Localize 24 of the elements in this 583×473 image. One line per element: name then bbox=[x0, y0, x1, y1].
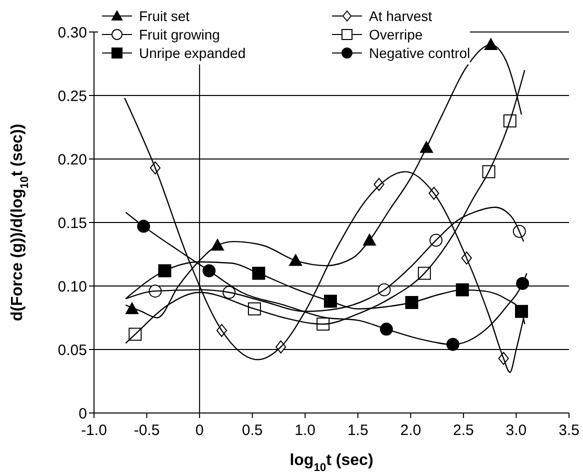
y-tick-label: 0.20 bbox=[58, 151, 87, 168]
y-tick-label: 0.10 bbox=[58, 278, 87, 296]
legend-label: At harvest bbox=[369, 8, 432, 24]
x-tick-label: 2.5 bbox=[453, 422, 474, 439]
x-tick-label: 3.5 bbox=[558, 422, 580, 439]
legend-label: Fruit set bbox=[139, 8, 190, 24]
legend-label: Unripe expanded bbox=[139, 44, 246, 61]
x-tick-label: 1.5 bbox=[347, 422, 368, 439]
x-tick-label: 2.0 bbox=[400, 422, 422, 439]
x-tick-label: 0 bbox=[195, 422, 204, 439]
y-tick-label: 0.25 bbox=[58, 88, 87, 105]
y-tick-label: 0 bbox=[78, 405, 87, 422]
x-tick-label: 3.0 bbox=[506, 422, 527, 439]
x-tick-label: 1.0 bbox=[294, 422, 316, 439]
y-tick-label: 0.30 bbox=[58, 24, 87, 42]
x-tick-label: 0.5 bbox=[242, 422, 263, 439]
legend-label: Negative control bbox=[369, 44, 470, 61]
x-axis-title: log$_{10}$t (sec) bbox=[290, 452, 374, 473]
x-tick-label: -0.5 bbox=[134, 422, 160, 439]
legend-label: Overripe bbox=[369, 26, 423, 42]
legend-label: Fruit growing bbox=[139, 26, 220, 42]
y-tick-label: 0.15 bbox=[58, 214, 87, 232]
x-tick-label: -1.0 bbox=[81, 422, 107, 439]
y-tick-label: 0.05 bbox=[58, 342, 87, 359]
